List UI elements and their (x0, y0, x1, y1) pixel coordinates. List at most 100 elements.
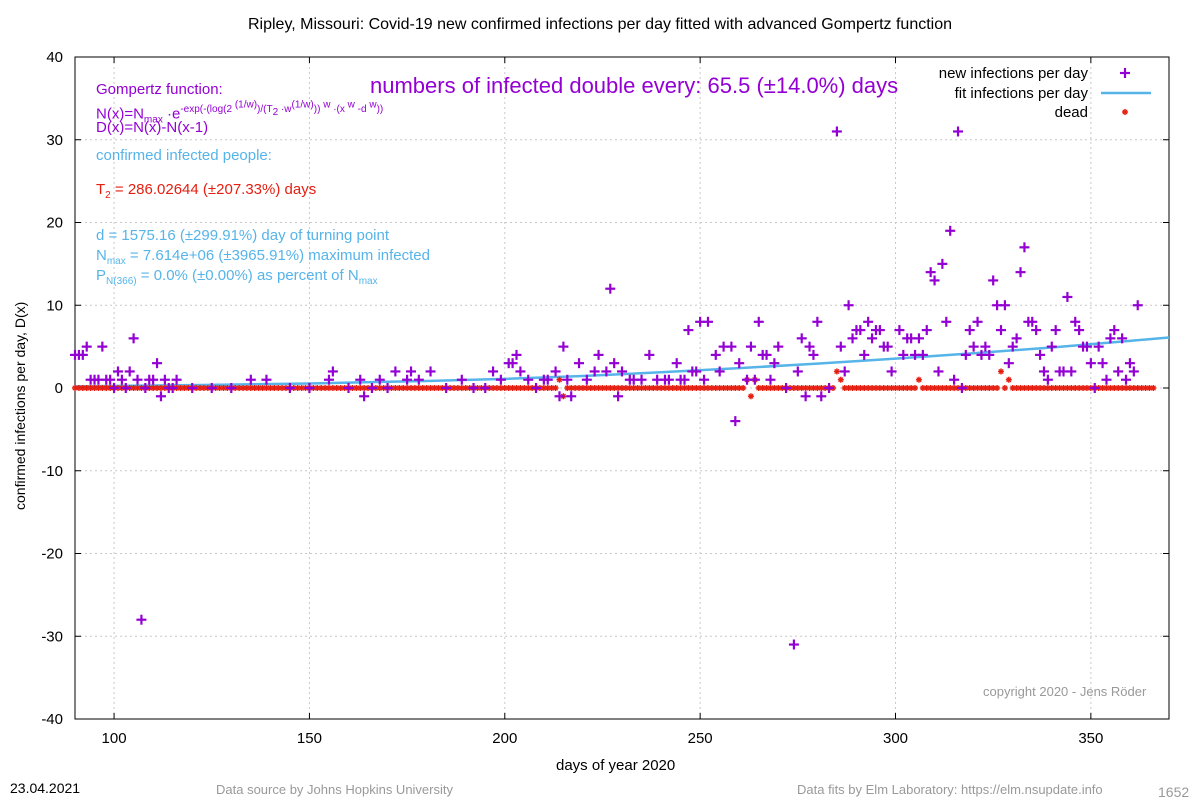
dead-point (103, 385, 110, 391)
exp-part-12: w (369, 100, 377, 111)
dead-point (939, 385, 946, 391)
infection-point (495, 374, 506, 385)
dead-point-d2 (986, 385, 992, 391)
infection-point (925, 267, 936, 278)
y-axis-label-text: confirmed infections per day, D(x) (12, 301, 28, 510)
formula-n-prefix: N(x)=N (96, 105, 144, 123)
infection-point (913, 333, 924, 344)
confirmed-heading: confirmed infected people: (96, 147, 272, 164)
dead-point-d2 (408, 385, 414, 391)
dead-point (790, 385, 797, 391)
dead-point (1001, 385, 1008, 391)
infection-point (1031, 325, 1042, 336)
infection-point (531, 383, 542, 393)
copyright-text: copyright 2020 - Jens Röder (983, 684, 1147, 699)
infection-point (1081, 341, 1092, 352)
dead-point (1142, 385, 1149, 391)
dead-point (220, 385, 227, 391)
infection-point (773, 341, 784, 352)
dead-point-d2 (295, 385, 301, 391)
dead-point-d2 (252, 385, 258, 391)
dead-point-d2 (177, 385, 184, 391)
dead-point (1009, 385, 1016, 391)
dead-point-d2 (1060, 385, 1067, 391)
dead-point (642, 385, 649, 391)
dead-point-d2 (556, 377, 563, 383)
dead-point-d2 (220, 385, 227, 391)
dead-point-d2 (920, 385, 926, 391)
fit-series (74, 336, 1170, 388)
infection-point (765, 374, 776, 385)
infection-point (816, 391, 827, 402)
infection-point (699, 374, 710, 385)
dead-point-d2 (80, 385, 86, 391)
dead-point-d2 (951, 385, 957, 391)
dead-point-d2 (396, 385, 402, 391)
infection-point (581, 374, 592, 385)
dead-point-d2 (259, 385, 266, 391)
dead-point-d2 (584, 385, 590, 391)
dead-point-d2 (1099, 385, 1106, 391)
dead-point-d2 (1049, 385, 1055, 391)
dead-point (247, 385, 254, 391)
nmax-prefix: N (96, 247, 107, 264)
dead-point (990, 385, 997, 391)
nmax-rest: = 7.614e+06 (±3965.91%) maximum infected (125, 247, 430, 264)
dead-point-d2 (877, 385, 883, 391)
dead-point-d2 (1084, 385, 1090, 391)
dead-point-d2 (88, 385, 94, 391)
dead-point (923, 385, 930, 391)
chart-title: Ripley, Missouri: Covid-19 new confirmed… (247, 16, 953, 33)
exp-part-13: )) (376, 104, 384, 116)
dead-point (759, 385, 766, 391)
dead-point-d2 (521, 385, 527, 391)
dead-point (994, 385, 1001, 391)
infection-point (800, 391, 811, 402)
dead-point-d2 (736, 385, 742, 391)
footer-fits: Data fits by Elm Laboratory: https://elm… (797, 782, 1103, 797)
infection-point (671, 358, 682, 369)
infection-point (81, 341, 92, 352)
dead-point-d2 (552, 385, 559, 391)
infection-point (745, 341, 756, 352)
infection-point (980, 341, 991, 352)
dead-point-d2 (943, 385, 949, 391)
infection-point (847, 333, 858, 344)
infection-point (781, 383, 792, 393)
dead-point-d2 (760, 385, 766, 391)
y-tick-label: -40 (41, 711, 63, 728)
infection-point (867, 333, 878, 344)
dead-point-d2 (998, 368, 1004, 375)
dead-point (509, 385, 516, 391)
infection-point (937, 258, 948, 269)
infection-point (753, 316, 764, 327)
infection-point (929, 275, 940, 286)
dead-point-d2 (1122, 109, 1128, 115)
infection-point (468, 383, 479, 393)
dead-point-d2 (509, 385, 516, 391)
dead-point-d2 (216, 385, 223, 391)
doubling-text: numbers of infected double every: 65.5 (… (370, 73, 899, 98)
infection-point (116, 374, 127, 385)
nmax-sub: max (106, 256, 126, 267)
infection-point (1121, 374, 1132, 385)
dead-point-d2 (1037, 385, 1043, 391)
dead-point-d2 (681, 385, 688, 391)
footer-source: Data source by Johns Hopkins University (216, 782, 453, 797)
dead-point-d2 (693, 385, 699, 391)
gompertz-heading: Gompertz function: (96, 81, 223, 98)
infection-point (523, 374, 534, 385)
dead-point (454, 385, 461, 391)
infection-point (1132, 300, 1143, 311)
dead-point-d2 (95, 385, 102, 391)
infection-point (128, 333, 139, 344)
dead-point-d2 (412, 385, 418, 391)
dead-point-d2 (1045, 385, 1051, 391)
dead-point-d2 (1021, 385, 1028, 391)
dead-point-d2 (1056, 385, 1063, 391)
dead-point-d2 (803, 385, 809, 391)
infection-point (863, 316, 874, 327)
gompertz-formula-d: D(x)=N(x)-N(x-1) (96, 119, 209, 136)
infection-point (97, 341, 108, 352)
infection-point (304, 383, 315, 393)
